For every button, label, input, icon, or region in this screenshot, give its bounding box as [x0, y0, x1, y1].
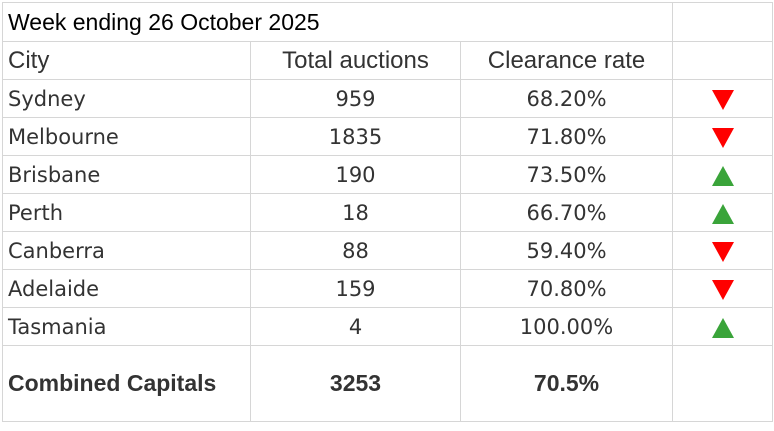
table-row: Melbourne 1835 71.80% — [2, 117, 774, 156]
trend-cell — [672, 307, 774, 346]
down-arrow-icon — [711, 89, 734, 110]
clearance-rate-value: 100.00% — [459, 307, 674, 346]
clearance-rate-value: 71.80% — [459, 117, 674, 156]
header-clearance-rate: Clearance rate — [459, 41, 674, 80]
total-auctions-value: 88 — [250, 231, 461, 270]
total-auctions-value: 18 — [250, 193, 461, 232]
up-arrow-icon — [711, 317, 734, 338]
title-row: Week ending 26 October 2025 — [1, 2, 774, 42]
table-row: Adelaide 159 70.80% — [2, 269, 774, 308]
trend-cell — [672, 231, 774, 270]
city-name: Tasmania — [2, 307, 251, 346]
total-clearance-rate: 70.5% — [459, 345, 674, 422]
table-row: Perth 18 66.70% — [2, 193, 774, 232]
city-name: Brisbane — [2, 155, 251, 194]
clearance-rate-value: 70.80% — [459, 269, 674, 308]
trend-cell — [672, 117, 774, 156]
table-title: Week ending 26 October 2025 — [1, 2, 674, 42]
trend-cell — [672, 269, 774, 308]
trend-cell — [672, 193, 774, 232]
down-arrow-icon — [711, 241, 734, 262]
table-row: Sydney 959 68.20% — [2, 79, 774, 118]
city-name: Melbourne — [2, 117, 251, 156]
auction-results-table: Week ending 26 October 2025 City Total a… — [1, 2, 774, 422]
header-trend — [672, 41, 774, 80]
total-trend-empty — [672, 345, 774, 422]
total-auctions-sum: 3253 — [250, 345, 461, 422]
down-arrow-icon — [711, 279, 734, 300]
table-row: Brisbane 190 73.50% — [2, 155, 774, 194]
total-label: Combined Capitals — [2, 345, 251, 422]
clearance-rate-value: 68.20% — [459, 79, 674, 118]
total-row: Combined Capitals 3253 70.5% — [2, 345, 774, 422]
trend-cell — [672, 155, 774, 194]
table-row: Canberra 88 59.40% — [2, 231, 774, 270]
header-city: City — [2, 41, 251, 80]
title-spacer — [672, 2, 774, 42]
total-auctions-value: 1835 — [250, 117, 461, 156]
up-arrow-icon — [711, 203, 734, 224]
header-row: City Total auctions Clearance rate — [2, 41, 774, 80]
city-name: Adelaide — [2, 269, 251, 308]
table-row: Tasmania 4 100.00% — [2, 307, 774, 346]
clearance-rate-value: 73.50% — [459, 155, 674, 194]
total-auctions-value: 190 — [250, 155, 461, 194]
clearance-rate-value: 66.70% — [459, 193, 674, 232]
city-name: Sydney — [2, 79, 251, 118]
up-arrow-icon — [711, 165, 734, 186]
header-total-auctions: Total auctions — [250, 41, 461, 80]
trend-cell — [672, 79, 774, 118]
down-arrow-icon — [711, 127, 734, 148]
total-auctions-value: 4 — [250, 307, 461, 346]
total-auctions-value: 959 — [250, 79, 461, 118]
clearance-rate-value: 59.40% — [459, 231, 674, 270]
city-name: Canberra — [2, 231, 251, 270]
total-auctions-value: 159 — [250, 269, 461, 308]
city-name: Perth — [2, 193, 251, 232]
